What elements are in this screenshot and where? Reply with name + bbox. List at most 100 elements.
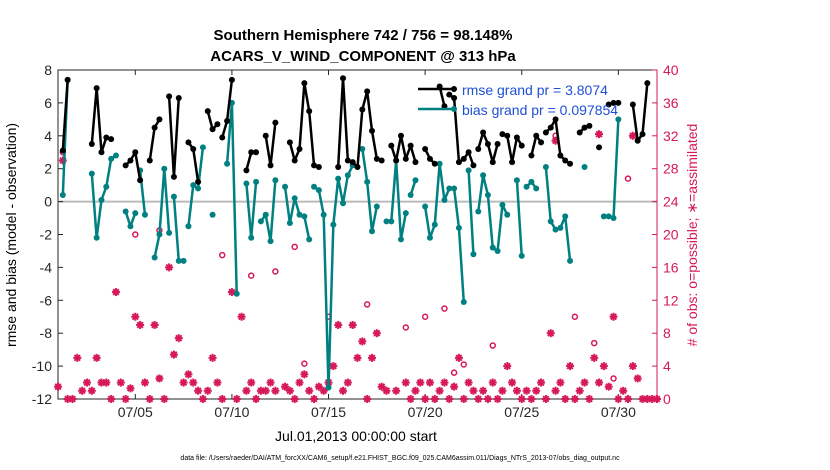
- assimilated-obs-stroke: [155, 374, 163, 382]
- assimilated-obs-stroke: [619, 387, 627, 395]
- possible-obs-point: [402, 324, 410, 331]
- assimilated-obs-point: [493, 395, 502, 403]
- bias-point: [199, 144, 206, 151]
- assimilated-obs-stroke: [378, 383, 386, 391]
- rmse-point: [291, 157, 298, 164]
- assimilated-obs-stroke: [238, 313, 246, 321]
- assimilated-obs-point: [358, 337, 367, 346]
- bias-point: [528, 178, 535, 185]
- assimilated-obs-point: [421, 395, 430, 403]
- bias-point: [185, 223, 192, 230]
- bias-point: [552, 226, 559, 233]
- bias-point: [301, 213, 308, 220]
- rmse-point: [296, 145, 303, 152]
- rmse-point: [228, 76, 235, 83]
- rmse-point: [412, 159, 419, 166]
- bias-point: [426, 234, 433, 241]
- assimilated-obs-stroke: [576, 387, 584, 395]
- assimilated-obs-point: [609, 312, 618, 321]
- assimilated-obs-stroke: [629, 132, 637, 140]
- assimilated-obs-stroke: [392, 387, 400, 395]
- assimilated-obs-stroke: [122, 395, 130, 403]
- assimilated-obs-point: [537, 378, 546, 387]
- assimilated-obs-point: [411, 386, 420, 395]
- assimilated-obs-point: [599, 362, 608, 371]
- assimilated-obs-stroke: [411, 387, 420, 395]
- bias-point: [291, 195, 298, 202]
- rmse-point: [499, 131, 506, 138]
- bias-point: [422, 203, 429, 210]
- assimilated-obs-stroke: [527, 395, 535, 403]
- assimilated-obs-point: [624, 395, 633, 403]
- assimilated-obs-point: [232, 395, 241, 403]
- rmse-point: [224, 117, 231, 124]
- assimilated-obs-stroke: [581, 379, 589, 387]
- bias-line-segment: [467, 170, 475, 255]
- bias-point: [383, 218, 390, 225]
- assimilated-obs-stroke: [653, 395, 661, 403]
- rmse-point: [402, 155, 409, 162]
- bias-point: [175, 257, 182, 264]
- rmse-line-segment: [336, 76, 383, 169]
- assimilated-obs-stroke: [117, 379, 125, 387]
- assimilated-obs-point: [454, 353, 463, 362]
- bias-point: [286, 219, 293, 226]
- assimilated-obs-stroke: [339, 387, 347, 395]
- rmse-point: [567, 160, 574, 167]
- rmse-point: [470, 162, 477, 169]
- bias-point: [465, 167, 472, 174]
- possible-obs-point: [301, 360, 308, 367]
- assimilated-obs-point: [310, 395, 319, 403]
- assimilated-obs-stroke: [112, 288, 120, 296]
- assimilated-obs-stroke: [561, 395, 569, 403]
- bias-point: [397, 236, 404, 243]
- rmse-point: [422, 145, 429, 152]
- bias-point: [253, 178, 260, 185]
- possible-obs-point: [291, 243, 298, 251]
- assimilated-obs-point: [111, 288, 120, 297]
- bias-point: [330, 221, 337, 228]
- rmse-point: [586, 122, 593, 129]
- rmse-point: [340, 75, 347, 82]
- rmse-point: [243, 167, 250, 174]
- assimilated-obs-point: [319, 386, 328, 395]
- rmse-point: [286, 139, 293, 146]
- rmse-point: [441, 103, 448, 110]
- assimilated-obs-point: [145, 395, 154, 403]
- bias-point: [475, 208, 482, 215]
- assimilated-obs-stroke: [634, 374, 642, 382]
- bias-point: [224, 160, 231, 167]
- bias-point: [364, 178, 371, 185]
- bias-point: [282, 183, 289, 190]
- assimilated-obs-stroke: [286, 387, 294, 395]
- rmse-point: [562, 157, 569, 164]
- bias-line-segment: [361, 148, 379, 233]
- possible-obs-point: [441, 305, 448, 312]
- assimilated-obs-point: [242, 386, 251, 395]
- assimilated-obs-stroke: [513, 387, 521, 395]
- assimilated-obs-point: [140, 378, 149, 387]
- rmse-point: [639, 131, 646, 138]
- assimilated-obs-stroke: [382, 387, 391, 395]
- x-tick-label: 07/10: [214, 404, 249, 420]
- assimilated-obs-point: [189, 378, 198, 387]
- assimilated-obs-point: [300, 370, 309, 379]
- rmse-point: [634, 137, 641, 144]
- y-right-tick-label: 32: [663, 128, 679, 144]
- assimilated-obs-stroke: [165, 263, 173, 271]
- assimilated-obs-point: [633, 374, 642, 383]
- assimilated-obs-point: [382, 386, 391, 395]
- assimilated-obs-stroke: [184, 370, 192, 378]
- assimilated-obs-point: [290, 395, 299, 403]
- rmse-point: [388, 142, 395, 149]
- rmse-point: [373, 155, 380, 162]
- assimilated-obs-stroke: [68, 395, 77, 403]
- assimilated-obs-point: [508, 378, 517, 387]
- assimilated-obs-point: [619, 386, 628, 395]
- rmse-point: [315, 164, 322, 171]
- bias-point: [166, 229, 173, 236]
- bias-point: [513, 177, 520, 184]
- bias-point: [499, 201, 506, 208]
- rmse-point: [513, 134, 520, 141]
- rmse-point: [219, 134, 226, 141]
